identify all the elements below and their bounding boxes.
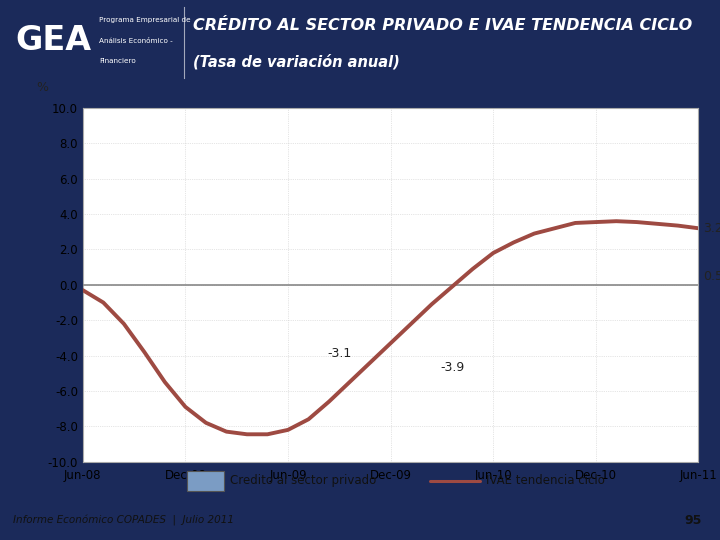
Text: IVAE tendencia ciclo: IVAE tendencia ciclo [485,474,605,488]
Text: 0.5: 0.5 [703,269,720,282]
Text: -3.9: -3.9 [440,361,464,374]
Bar [187,471,224,491]
Text: Financiero: Financiero [99,58,136,64]
Text: Análisis Económico -: Análisis Económico - [99,38,173,44]
Text: (Tasa de variación anual): (Tasa de variación anual) [193,53,400,69]
Text: Informe Económico COPADES  |  Julio 2011: Informe Económico COPADES | Julio 2011 [13,515,234,526]
Text: 3.2: 3.2 [703,222,720,235]
Text: 95: 95 [685,514,702,527]
Text: GEA: GEA [16,24,92,57]
Text: Programa Empresarial de: Programa Empresarial de [99,17,191,23]
Text: Credito al sector privado: Credito al sector privado [230,474,377,488]
Text: %: % [37,81,49,94]
Text: -3.1: -3.1 [327,347,351,360]
Text: CRÉDITO AL SECTOR PRIVADO E IVAE TENDENCIA CICLO: CRÉDITO AL SECTOR PRIVADO E IVAE TENDENC… [193,18,692,33]
